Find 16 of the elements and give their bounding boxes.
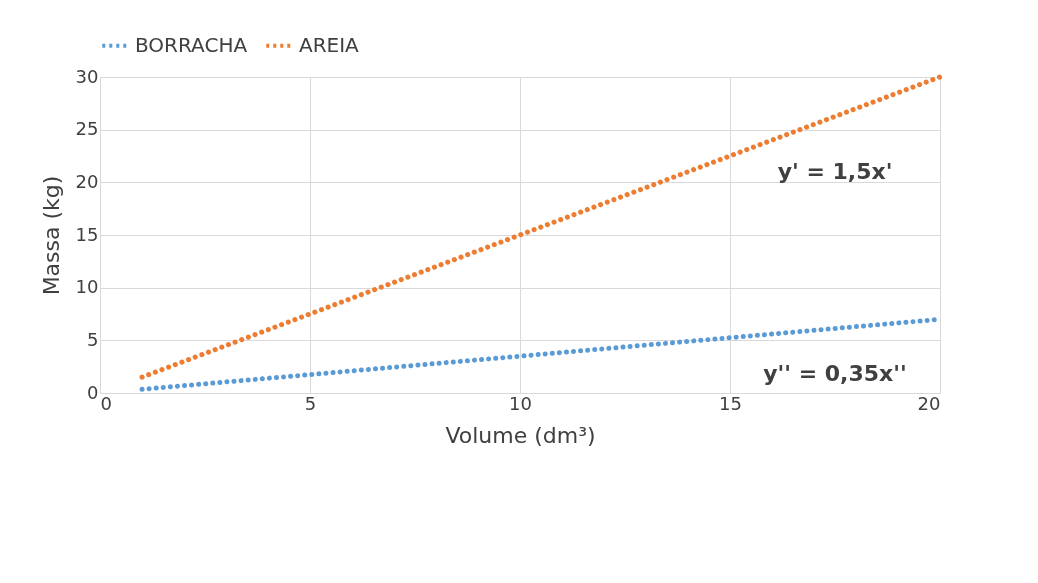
y-tick-label: 5 bbox=[87, 328, 99, 350]
x-tick-label: 5 bbox=[304, 392, 317, 414]
y-tick-label: 30 bbox=[75, 65, 99, 87]
y-tick-label: 25 bbox=[75, 118, 99, 140]
legend-label: BORRACHA bbox=[135, 32, 248, 57]
y-tick-label: 15 bbox=[75, 223, 99, 245]
x-tick-label: 15 bbox=[719, 392, 742, 414]
x-axis-title: Volume (dm³) bbox=[445, 422, 596, 448]
x-tick-label: 20 bbox=[917, 392, 941, 414]
annotation: y' = 1,5x' bbox=[777, 159, 893, 184]
y-tick-label: 20 bbox=[75, 170, 99, 192]
legend-label: AREIA bbox=[299, 32, 360, 57]
annotation: y'' = 0,35x'' bbox=[763, 361, 907, 386]
y-axis-title: Massa (kg) bbox=[38, 175, 64, 296]
x-tick-label: 10 bbox=[509, 392, 532, 414]
y-tick-label: 10 bbox=[75, 276, 99, 298]
